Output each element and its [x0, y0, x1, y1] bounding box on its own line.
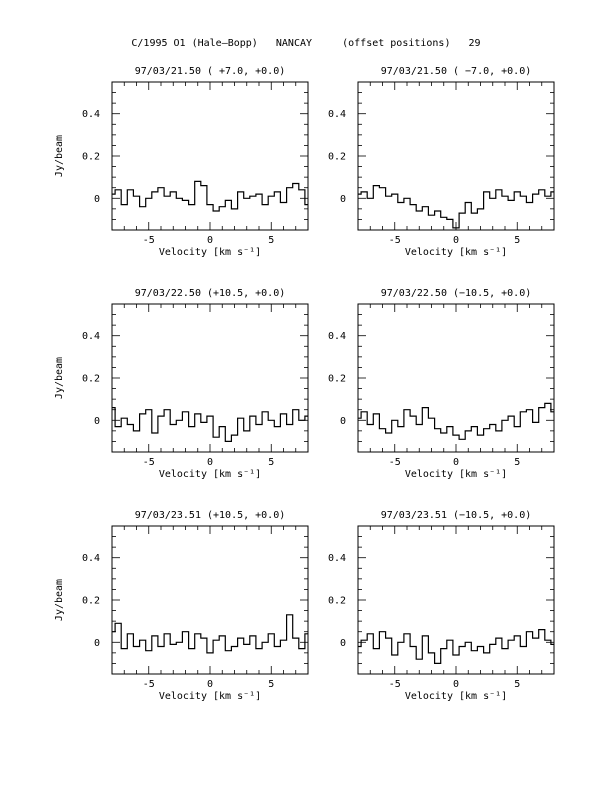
- plot-frame: [357, 81, 555, 231]
- spectrum-panel-2: -5 0 5 0 0.2 0.4 97/03/21.50 ( −7.0, +0.0) Velo…: [328, 66, 555, 258]
- y-tick-label: 0: [94, 194, 100, 205]
- x-axis-label: Velocity [km s⁻¹]: [405, 247, 507, 258]
- spectrum-line: [112, 180, 308, 212]
- panel-title: 97/03/23.51 (−10.5, +0.0): [381, 510, 532, 521]
- spectrum-line: [112, 407, 308, 442]
- y-tick-label: 0.4: [328, 553, 346, 564]
- y-tick-label: 0.4: [82, 331, 100, 342]
- y-tick-label: 0: [94, 638, 100, 649]
- x-axis-label: Velocity [km s⁻¹]: [159, 247, 261, 258]
- x-tick-label: 5: [268, 457, 274, 468]
- x-tick-label: 5: [268, 235, 274, 246]
- x-tick-label: 0: [207, 235, 213, 246]
- y-tick-label: 0.2: [328, 374, 346, 385]
- y-tick-label: 0: [340, 416, 346, 427]
- plot-frame: [111, 81, 309, 231]
- panel-title: 97/03/21.50 ( +7.0, +0.0): [135, 66, 286, 77]
- x-axis-label: Velocity [km s⁻¹]: [405, 469, 507, 480]
- plot-frame: [357, 303, 555, 453]
- y-tick-label: 0.4: [328, 109, 346, 120]
- page-title: C/1995 O1 (Hale–Bopp) NANCAY (offset pos…: [131, 38, 481, 49]
- spectrum-line: [358, 185, 554, 229]
- x-tick-label: 5: [514, 235, 520, 246]
- y-tick-label: 0.2: [82, 374, 100, 385]
- x-tick-label: -5: [389, 679, 401, 690]
- y-tick-label: 0.4: [82, 553, 100, 564]
- panel-title: 97/03/22.50 (−10.5, +0.0): [381, 288, 532, 299]
- x-tick-label: -5: [389, 457, 401, 468]
- spectrum-panel-3: -5 0 5 0 0.2 0.4 97/03/22.50 (+10.5, +0.0) Velo…: [54, 288, 309, 480]
- plot-frame: [111, 525, 309, 675]
- x-tick-label: 0: [453, 679, 459, 690]
- spectrum-panel-5: -5 0 5 0 0.2 0.4 97/03/23.51 (+10.5, +0.0) Velo…: [54, 510, 309, 702]
- plot-frame: [357, 525, 555, 675]
- x-tick-label: 0: [207, 457, 213, 468]
- x-tick-label: -5: [143, 235, 155, 246]
- x-tick-label: 5: [268, 679, 274, 690]
- spectrum-line: [358, 402, 554, 440]
- plot-frame: [111, 303, 309, 453]
- y-tick-label: 0: [94, 416, 100, 427]
- x-tick-label: 0: [453, 457, 459, 468]
- x-tick-label: 0: [207, 679, 213, 690]
- spectrum-line: [358, 629, 554, 664]
- x-tick-label: -5: [389, 235, 401, 246]
- y-tick-label: 0.2: [328, 596, 346, 607]
- y-tick-label: 0.4: [328, 331, 346, 342]
- spectrum-panel-4: -5 0 5 0 0.2 0.4 97/03/22.50 (−10.5, +0.0) Velo…: [328, 288, 555, 480]
- y-axis-label: Jy/beam: [54, 357, 65, 399]
- spectrum-line: [112, 614, 308, 654]
- y-tick-label: 0.2: [82, 152, 100, 163]
- x-axis-label: Velocity [km s⁻¹]: [159, 691, 261, 702]
- x-tick-label: 0: [453, 235, 459, 246]
- y-tick-label: 0.2: [82, 596, 100, 607]
- y-axis-label: Jy/beam: [54, 579, 65, 621]
- panel-title: 97/03/23.51 (+10.5, +0.0): [135, 510, 286, 521]
- y-axis-label: Jy/beam: [54, 135, 65, 177]
- panel-title: 97/03/22.50 (+10.5, +0.0): [135, 288, 286, 299]
- spectrum-panel-6: -5 0 5 0 0.2 0.4 97/03/23.51 (−10.5, +0.0) Velo…: [328, 510, 555, 702]
- x-tick-label: 5: [514, 679, 520, 690]
- x-tick-label: -5: [143, 679, 155, 690]
- panel-title: 97/03/21.50 ( −7.0, +0.0): [381, 66, 532, 77]
- y-tick-label: 0.2: [328, 152, 346, 163]
- x-tick-label: -5: [143, 457, 155, 468]
- x-tick-label: 5: [514, 457, 520, 468]
- x-axis-label: Velocity [km s⁻¹]: [405, 691, 507, 702]
- x-axis-label: Velocity [km s⁻¹]: [159, 469, 261, 480]
- spectrum-panel-1: -5 0 5 0 0.2 0.4 97/03/21.50 ( +7.0, +0.0) Velo…: [54, 66, 309, 258]
- y-tick-label: 0: [340, 638, 346, 649]
- y-tick-label: 0: [340, 194, 346, 205]
- y-tick-label: 0.4: [82, 109, 100, 120]
